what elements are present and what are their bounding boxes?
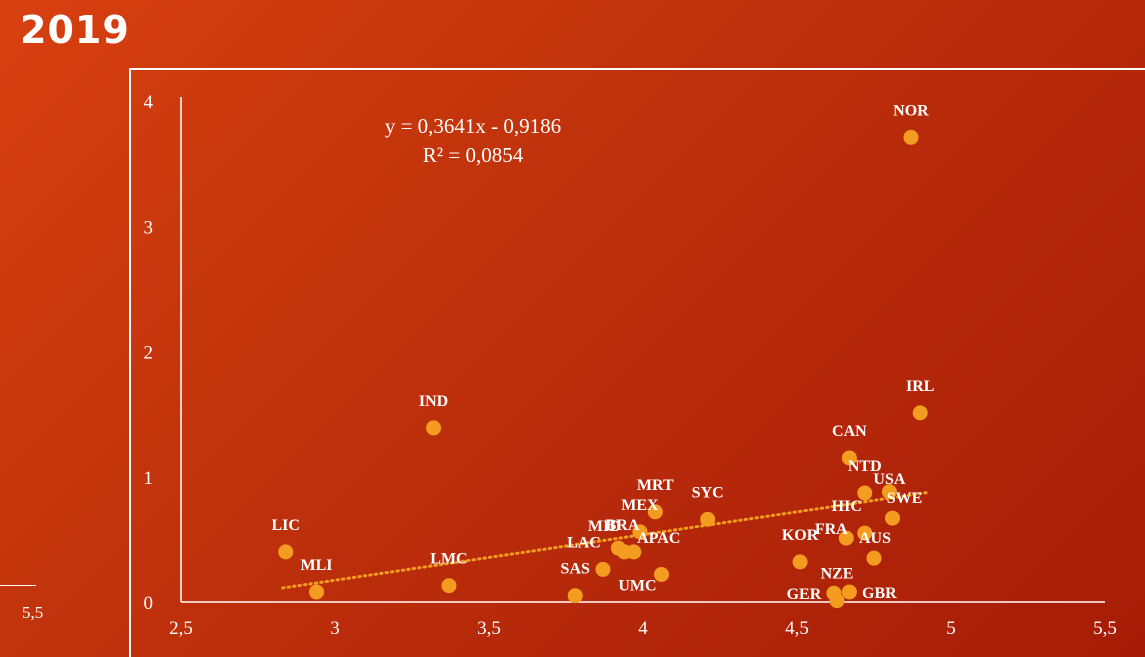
data-point — [829, 593, 845, 609]
data-point — [426, 420, 442, 436]
trendline-r-squared-text: R² = 0,0854 — [423, 143, 524, 167]
x-tick-label: 4 — [638, 618, 648, 639]
data-point — [903, 129, 919, 145]
trendline-equation: y = 0,3641x - 0,9186 R² = 0,0854 — [385, 114, 561, 167]
trendline-group — [281, 491, 928, 590]
data-label: IRL — [906, 378, 934, 395]
data-point — [866, 550, 882, 566]
data-point — [278, 544, 294, 560]
data-point — [838, 530, 854, 546]
data-point — [700, 511, 716, 527]
slide-title: 2019 — [20, 8, 130, 52]
data-point — [647, 504, 663, 520]
data-label: CAN — [832, 423, 867, 440]
data-label: NOR — [893, 102, 929, 119]
data-label: HIC — [832, 498, 862, 515]
data-label: SWE — [887, 490, 923, 507]
y-tick-label: 2 — [144, 343, 154, 364]
y-tick-label: 4 — [144, 92, 154, 113]
data-label: USA — [873, 471, 905, 488]
x-tick-label: 3 — [330, 618, 340, 639]
data-point — [881, 484, 897, 500]
data-point — [653, 566, 669, 582]
data-point — [632, 524, 648, 540]
data-label: LMC — [430, 551, 467, 568]
data-point — [841, 450, 857, 466]
data-label: BRA — [606, 517, 640, 534]
data-point — [857, 485, 873, 501]
data-label: KOR — [782, 527, 819, 544]
data-label: LAC — [567, 534, 601, 551]
data-label: MLI — [301, 557, 333, 574]
y-tick-label: 1 — [144, 468, 154, 489]
data-points — [278, 129, 928, 609]
data-label: SAS — [561, 561, 590, 578]
x-tick-label: 3,5 — [477, 618, 501, 639]
x-tick-label: 4,5 — [785, 618, 809, 639]
data-label: MRT — [637, 477, 674, 494]
chart-axes: 2,5 3 3,5 4 4,5 5 5,5 0 1 2 3 4 — [144, 92, 1117, 639]
data-label: IND — [419, 393, 448, 410]
data-point — [309, 584, 325, 600]
data-point — [792, 554, 808, 570]
data-point — [441, 578, 457, 594]
data-point — [841, 584, 857, 600]
x-tick-label: 2,5 — [169, 618, 193, 639]
data-label: SYC — [692, 484, 724, 501]
chart-frame — [129, 68, 1145, 657]
data-point — [626, 544, 642, 560]
data-point — [857, 525, 873, 541]
data-label: GER — [787, 586, 822, 603]
data-label: UMC — [618, 577, 656, 594]
data-label: NTD — [848, 458, 882, 475]
data-label: GBR — [862, 585, 897, 602]
trendline-equation-text: y = 0,3641x - 0,9186 — [385, 114, 561, 138]
x-tick-label: 5,5 — [1093, 618, 1117, 639]
y-tick-label: 0 — [144, 593, 154, 614]
stray-axis-label: 5,5 — [22, 603, 44, 622]
data-label: LIC — [271, 517, 299, 534]
data-label: NZE — [821, 566, 854, 583]
data-label: MEX — [621, 497, 659, 514]
data-label: APAC — [637, 530, 680, 547]
data-point — [567, 588, 583, 604]
data-point — [912, 405, 928, 421]
data-point — [595, 561, 611, 577]
x-tick-label: 5 — [946, 618, 956, 639]
trendline — [281, 491, 928, 590]
y-tick-label: 3 — [144, 217, 154, 238]
data-point — [884, 510, 900, 526]
data-label: MID — [588, 518, 621, 535]
data-label: FRA — [815, 521, 848, 538]
decorative-line — [0, 585, 36, 586]
data-label: AUS — [859, 530, 891, 547]
